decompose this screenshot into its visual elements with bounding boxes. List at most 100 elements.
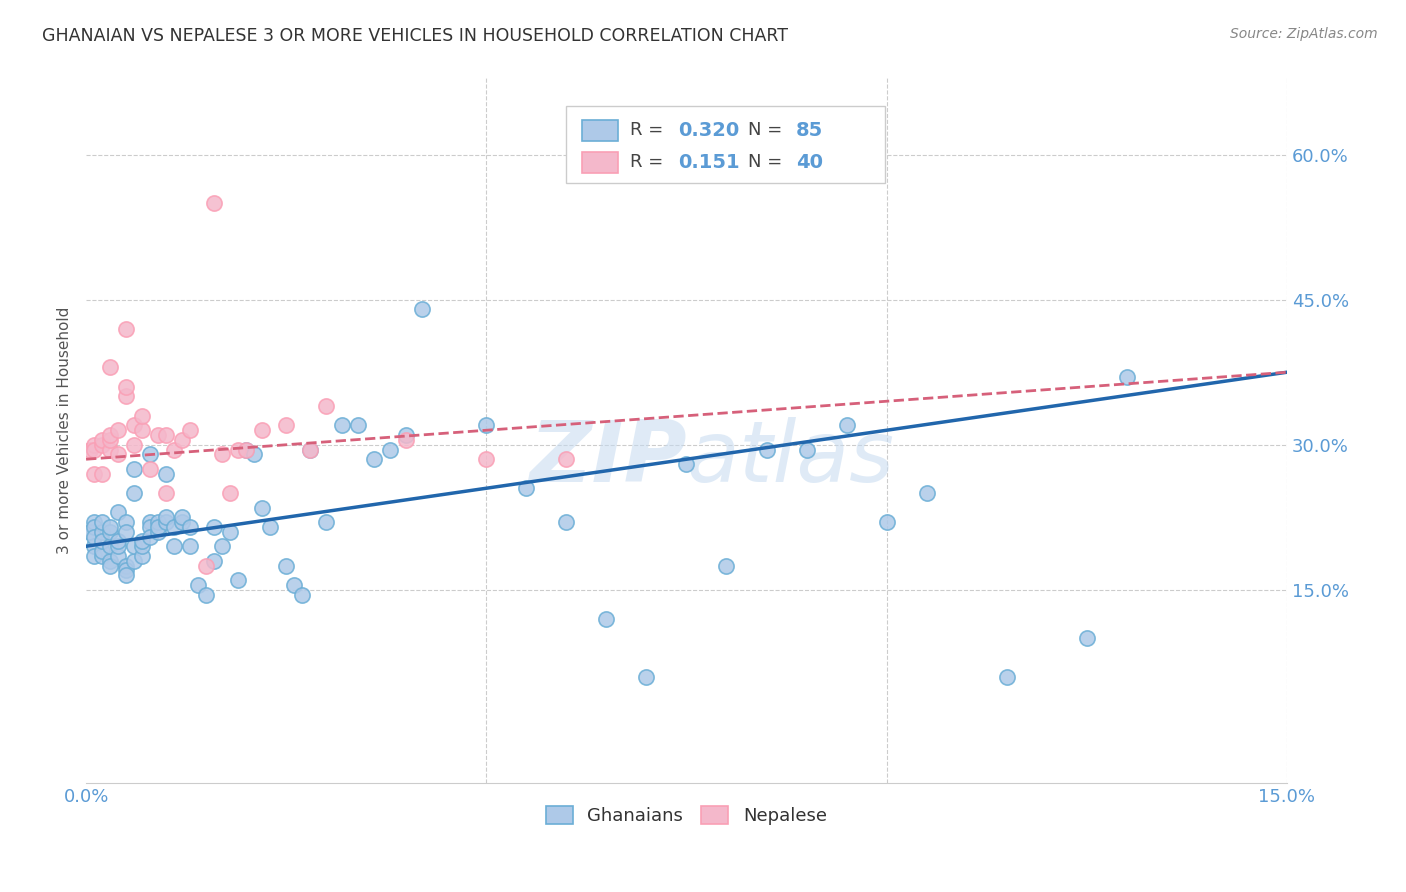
Point [91, 524, 114, 539]
Point [172, 510, 194, 524]
Point [107, 447, 129, 461]
Point [115, 563, 138, 577]
Point [131, 409, 153, 423]
Point [91, 467, 114, 481]
Point [146, 515, 169, 529]
Point [475, 418, 498, 433]
Point [79, 524, 101, 539]
Point [315, 399, 337, 413]
Point [195, 558, 218, 573]
Point [235, 442, 257, 457]
Point [115, 558, 138, 573]
Point [299, 442, 322, 457]
Point [243, 447, 266, 461]
Point [98, 428, 121, 442]
Point [330, 418, 353, 433]
Point [179, 539, 201, 553]
Point [276, 418, 298, 433]
Point [98, 524, 121, 539]
Point [131, 549, 153, 563]
Point [915, 486, 938, 500]
Point [755, 442, 778, 457]
Point [131, 539, 153, 553]
Point [91, 544, 114, 558]
Point [115, 380, 138, 394]
Point [796, 442, 818, 457]
Point [155, 467, 177, 481]
Text: R =: R = [630, 121, 669, 139]
Point [139, 447, 162, 461]
Point [259, 520, 281, 534]
Text: atlas: atlas [686, 417, 894, 500]
Point [122, 438, 145, 452]
Point [83, 539, 105, 553]
Point [155, 428, 177, 442]
Point [595, 612, 617, 626]
Point [107, 505, 129, 519]
Point [139, 462, 162, 476]
Point [107, 549, 129, 563]
Point [202, 554, 225, 568]
Point [163, 442, 186, 457]
Point [226, 573, 249, 587]
Point [98, 554, 121, 568]
Point [122, 539, 145, 553]
Point [219, 524, 242, 539]
Point [315, 515, 337, 529]
Point [395, 433, 418, 447]
Point [98, 539, 121, 553]
Text: ZIP: ZIP [529, 417, 686, 500]
Point [115, 568, 138, 582]
Point [155, 515, 177, 529]
Point [716, 558, 738, 573]
Point [636, 670, 658, 684]
Point [995, 670, 1018, 684]
Point [155, 486, 177, 500]
Point [195, 588, 218, 602]
Point [172, 515, 194, 529]
Point [219, 486, 242, 500]
Point [515, 481, 537, 495]
Point [122, 486, 145, 500]
Text: 85: 85 [796, 120, 823, 140]
Text: GHANAIAN VS NEPALESE 3 OR MORE VEHICLES IN HOUSEHOLD CORRELATION CHART: GHANAIAN VS NEPALESE 3 OR MORE VEHICLES … [42, 27, 789, 45]
Text: R =: R = [630, 153, 675, 171]
Point [131, 423, 153, 437]
Point [98, 360, 121, 375]
Point [91, 438, 114, 452]
Point [675, 457, 697, 471]
Point [83, 530, 105, 544]
Text: N =: N = [748, 153, 787, 171]
Point [235, 442, 257, 457]
Point [115, 524, 138, 539]
Point [107, 423, 129, 437]
Point [211, 539, 233, 553]
Point [283, 578, 305, 592]
Text: Source: ZipAtlas.com: Source: ZipAtlas.com [1230, 27, 1378, 41]
Point [163, 520, 186, 534]
Point [115, 515, 138, 529]
Point [122, 418, 145, 433]
Point [250, 500, 273, 515]
Point [475, 452, 498, 467]
Point [250, 423, 273, 437]
Point [411, 302, 433, 317]
Point [876, 515, 898, 529]
Point [107, 534, 129, 549]
Point [1076, 631, 1098, 645]
Point [395, 428, 418, 442]
Point [202, 520, 225, 534]
Point [202, 196, 225, 211]
Point [139, 515, 162, 529]
Point [83, 442, 105, 457]
Point [91, 549, 114, 563]
Point [98, 558, 121, 573]
Point [835, 418, 858, 433]
Point [155, 510, 177, 524]
Point [83, 520, 105, 534]
Point [98, 442, 121, 457]
Point [276, 558, 298, 573]
Point [122, 554, 145, 568]
Point [380, 442, 402, 457]
Point [115, 389, 138, 403]
